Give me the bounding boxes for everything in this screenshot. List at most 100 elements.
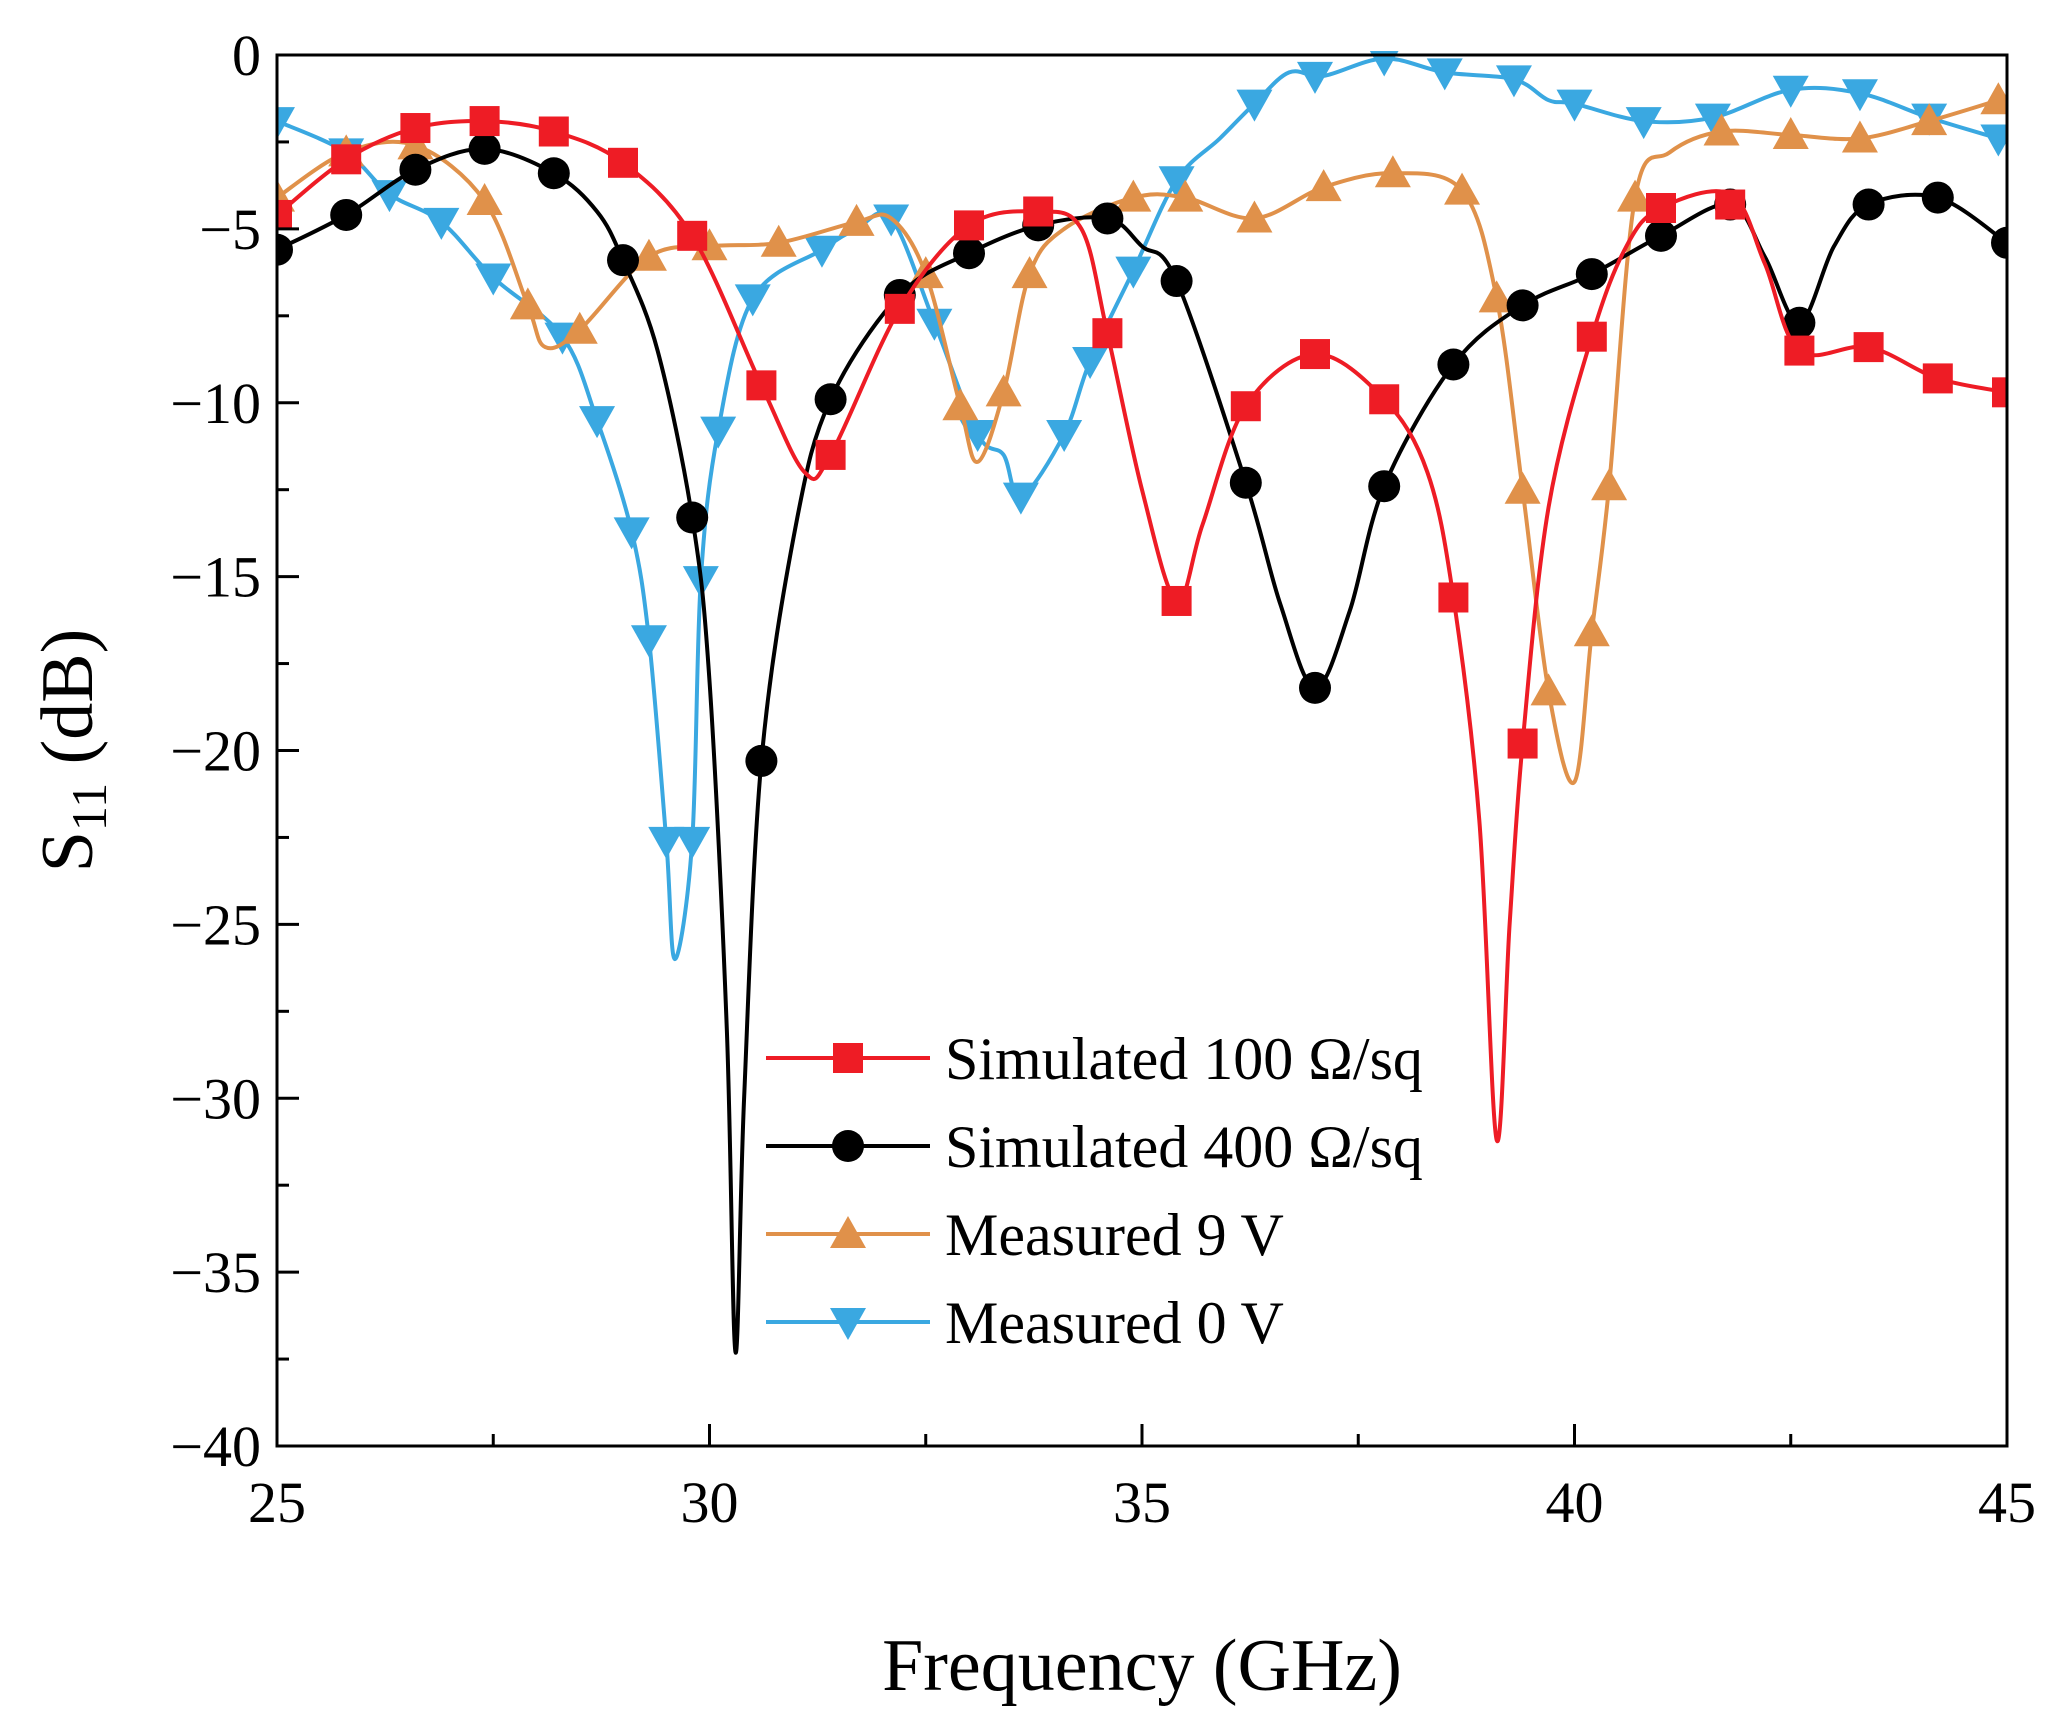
- y-axis-title-main: S: [27, 831, 109, 872]
- legend-label: Simulated 100 Ω/sq: [945, 1026, 1423, 1092]
- data-point: [630, 625, 667, 658]
- data-point: [1115, 256, 1152, 289]
- legend-label: Simulated 400 Ω/sq: [945, 1114, 1423, 1180]
- data-point: [1911, 103, 1948, 136]
- data-point: [538, 116, 569, 147]
- data-point: [1625, 107, 1662, 140]
- legend-marker: [830, 1308, 866, 1340]
- data-point: [1853, 332, 1884, 363]
- data-point: [1507, 728, 1538, 759]
- data-point: [475, 263, 512, 296]
- data-point: [1772, 116, 1809, 149]
- data-point: [579, 406, 616, 439]
- data-point: [1556, 89, 1593, 122]
- data-point: [1305, 169, 1342, 202]
- data-point: [331, 144, 362, 175]
- data-point: [1158, 166, 1195, 199]
- data-point: [1715, 189, 1746, 220]
- data-point: [1167, 179, 1204, 212]
- data-point: [838, 203, 875, 236]
- data-point: [815, 439, 846, 470]
- legend-item: Measured 0 V: [766, 1290, 1284, 1356]
- data-point: [676, 501, 709, 534]
- data-point: [371, 180, 408, 213]
- data-point: [399, 153, 432, 186]
- y-tick-label: −20: [170, 719, 261, 784]
- y-tick-label: −35: [170, 1240, 261, 1305]
- legend-marker: [833, 1043, 863, 1073]
- data-point: [466, 183, 503, 216]
- data-point: [277, 233, 293, 266]
- legend-label: Measured 0 V: [945, 1290, 1284, 1356]
- data-point: [1784, 335, 1815, 366]
- series-3: [277, 82, 2007, 786]
- data-point: [608, 147, 638, 178]
- data-point: [1573, 614, 1610, 647]
- data-point: [1160, 265, 1193, 298]
- data-point: [746, 370, 777, 401]
- data-point: [1591, 468, 1628, 501]
- data-point: [400, 113, 431, 144]
- data-point: [469, 106, 500, 137]
- data-point: [734, 284, 771, 317]
- data-point: [953, 237, 985, 270]
- data-point: [1980, 124, 2007, 157]
- x-tick-label: 45: [1978, 1470, 2036, 1535]
- data-point: [1115, 179, 1152, 212]
- legend-item: Simulated 100 Ω/sq: [766, 1026, 1423, 1092]
- data-point: [1426, 58, 1463, 91]
- data-point: [700, 416, 737, 449]
- data-point: [985, 374, 1022, 407]
- y-tick-label: −5: [199, 197, 261, 262]
- data-point: [942, 388, 979, 421]
- ticks-layer: 25 30 35 40 45 0 −5 −10 −15 −20 −25 −30 −35 −40: [170, 23, 2036, 1535]
- data-point: [1023, 196, 1054, 227]
- data-point: [1374, 155, 1411, 188]
- legend-marker: [832, 1130, 864, 1162]
- data-point: [1478, 280, 1515, 313]
- data-point: [1575, 258, 1608, 291]
- data-point: [1841, 120, 1878, 153]
- data-point: [1495, 65, 1532, 98]
- data-point: [330, 198, 363, 231]
- series-layer: [277, 51, 2007, 1355]
- data-point: [1368, 470, 1401, 503]
- data-point: [561, 311, 598, 344]
- x-tick-label: 30: [681, 1470, 739, 1535]
- y-axis-title: S11 (dB): [27, 629, 117, 872]
- data-point: [677, 220, 708, 251]
- y-tick-label: −30: [170, 1066, 261, 1131]
- data-point: [397, 127, 434, 160]
- data-point: [1694, 103, 1731, 136]
- data-point: [1444, 172, 1481, 205]
- data-point: [884, 293, 915, 324]
- data-point: [1992, 377, 2007, 408]
- data-point: [745, 744, 778, 777]
- series-1: [277, 106, 2007, 1144]
- series-2: [277, 132, 2007, 1355]
- data-point: [1980, 82, 2007, 115]
- data-point: [537, 157, 570, 190]
- data-point: [613, 517, 650, 550]
- data-point: [814, 383, 847, 416]
- data-point: [423, 207, 460, 240]
- data-point: [1300, 339, 1330, 370]
- legend-marker: [830, 1216, 866, 1248]
- data-point: [1072, 347, 1109, 380]
- data-point: [1703, 113, 1740, 146]
- y-tick-label: −40: [170, 1414, 261, 1479]
- data-point: [954, 210, 984, 241]
- data-point: [959, 420, 996, 453]
- data-point: [1011, 256, 1048, 289]
- x-tick-label: 25: [248, 1470, 306, 1535]
- data-point: [277, 107, 295, 140]
- y-axis-title-subscript: 11: [61, 783, 117, 831]
- data-point: [1506, 289, 1539, 322]
- data-point: [1617, 179, 1654, 212]
- data-point: [1236, 200, 1273, 233]
- data-point: [1438, 582, 1469, 613]
- data-point: [607, 244, 639, 277]
- data-point: [1161, 585, 1192, 616]
